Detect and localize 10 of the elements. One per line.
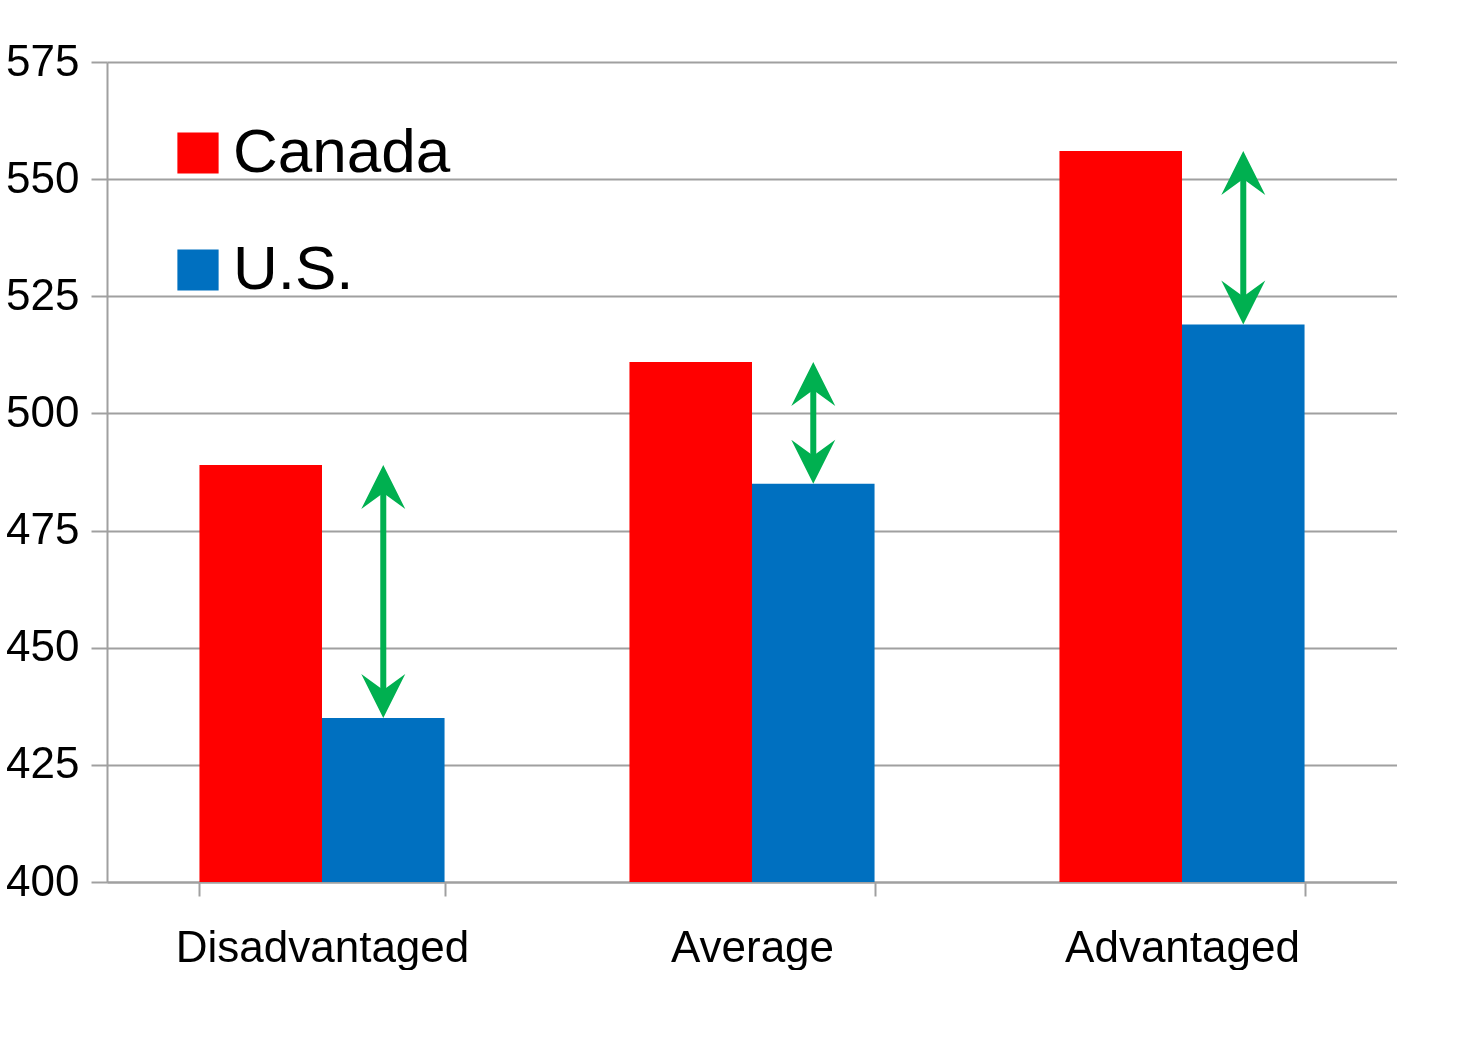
legend-label: Canada: [233, 116, 451, 185]
y-tick-label: 500: [6, 386, 80, 436]
y-tick-label: 550: [6, 152, 80, 202]
y-tick-label: 575: [6, 35, 80, 85]
y-tick-label: 425: [6, 738, 80, 788]
legend-label: U.S.: [233, 233, 354, 302]
y-tick-label: 400: [6, 855, 80, 905]
y-tick-label: 525: [6, 269, 80, 319]
y-tick-label: 475: [6, 504, 80, 554]
y-tick-label: 450: [6, 621, 80, 671]
